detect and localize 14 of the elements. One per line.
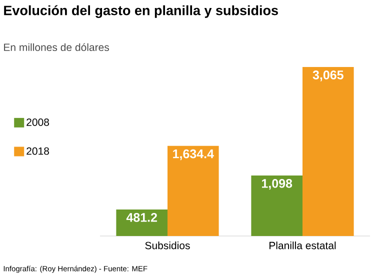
bar <box>302 67 354 236</box>
data-label: 1,634.4 <box>173 149 214 160</box>
bar <box>168 146 219 236</box>
chart-title: Evolución del gasto en planilla y subsidios <box>4 5 278 18</box>
bar <box>116 209 168 236</box>
x-tick-label: Subsidios <box>145 242 190 250</box>
data-label: 481.2 <box>126 213 157 222</box>
legend-label: 2018 <box>26 147 49 155</box>
chart-subtitle: En millones de dólares <box>4 43 110 52</box>
bar <box>251 175 302 236</box>
data-label: 1,098 <box>262 179 292 190</box>
x-tick-label: Planilla estatal <box>270 242 336 250</box>
legend-label: 2008 <box>26 118 49 126</box>
data-label: 3,065 <box>312 70 344 82</box>
